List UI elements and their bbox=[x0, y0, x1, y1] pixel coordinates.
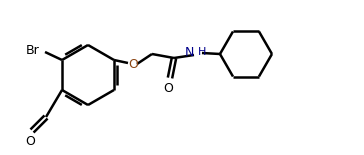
Text: N: N bbox=[185, 46, 194, 58]
Text: Br: Br bbox=[25, 44, 39, 57]
Text: O: O bbox=[25, 135, 35, 148]
Text: O: O bbox=[128, 58, 138, 71]
Text: H: H bbox=[198, 47, 206, 57]
Text: O: O bbox=[163, 82, 173, 95]
